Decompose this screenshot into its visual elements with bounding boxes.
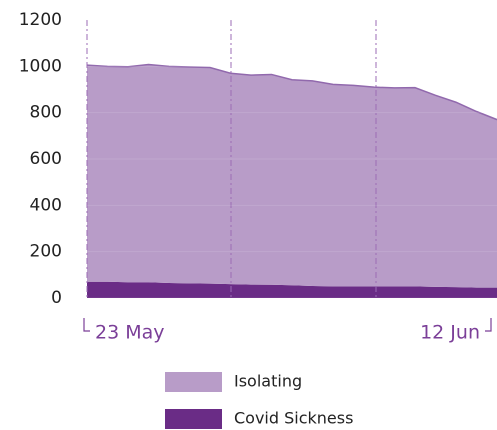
y-tick-label: 200 [30, 242, 62, 262]
x-tick-label: 23 May [95, 322, 165, 344]
legend-label: Isolating [234, 372, 302, 391]
legend-swatch [165, 372, 222, 392]
x-tick-label: 12 Jun [420, 322, 480, 344]
y-tick-label: 600 [30, 149, 62, 169]
area-line [86, 63, 497, 121]
week-markers [86, 20, 377, 298]
end-bracket [485, 318, 492, 332]
legend-swatch [165, 409, 222, 429]
area [87, 281, 497, 298]
y-tick-label: 1200 [19, 10, 62, 30]
plot [86, 63, 497, 298]
y-tick-label: 800 [30, 103, 62, 123]
y-tick-label: 1000 [19, 56, 62, 76]
y-tick-label: 400 [30, 195, 62, 215]
start-bracket [83, 318, 90, 332]
legend-label: Covid Sickness [234, 409, 353, 428]
y-tick-label: 0 [51, 288, 62, 308]
area [87, 64, 497, 288]
